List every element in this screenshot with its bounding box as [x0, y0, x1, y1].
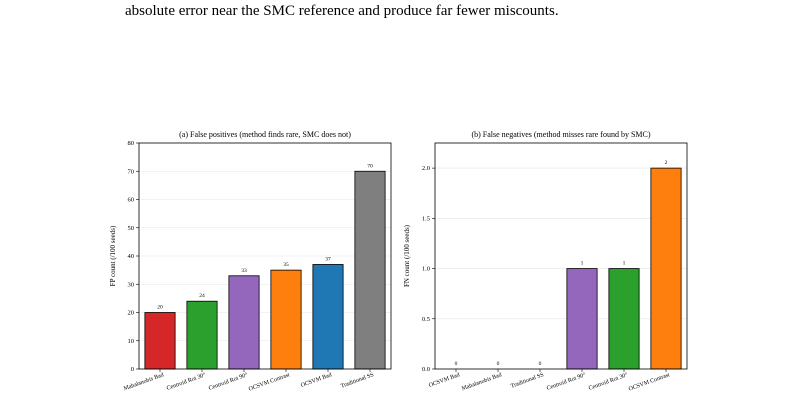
x-tick-label: OCSVM Contrast — [248, 372, 291, 393]
bar — [566, 268, 598, 370]
bar-value-label: 20 — [157, 305, 163, 311]
y-tick-label: 1.5 — [422, 215, 430, 222]
x-tick-label: OCSVM Bad — [428, 372, 461, 389]
bar-value-label: 0 — [539, 361, 542, 367]
bar-value-label: 0 — [497, 361, 500, 367]
y-tick-label: 30 — [128, 281, 135, 288]
x-tick-label: Centroid Rot 30° — [588, 371, 630, 392]
y-tick-label: 1.0 — [422, 266, 430, 273]
plot-frame — [434, 142, 688, 370]
y-tick-label: 0 — [131, 366, 134, 373]
figure-caption: absolute error near the SMC reference an… — [125, 3, 559, 19]
y-axis-label: FP count (/100 seeds) — [109, 225, 117, 286]
chart-false-positives: (a) False positives (method finds rare, … — [109, 130, 392, 393]
bar-value-label: 0 — [455, 361, 458, 367]
bar-value-label: 37 — [325, 256, 331, 262]
x-tick-label: Traditional SS — [510, 372, 545, 389]
y-tick-label: 2.0 — [422, 165, 430, 172]
chart-false-negatives: (b) False negatives (method misses rare … — [403, 130, 688, 393]
bar — [144, 312, 176, 370]
bar — [186, 300, 218, 370]
x-tick-label: Centroid Rot 90° — [546, 371, 588, 392]
y-tick-label: 10 — [128, 338, 135, 345]
x-tick-label: Mahalanobis Bad — [123, 372, 165, 392]
chart-title: (a) False positives (method finds rare, … — [179, 130, 351, 139]
y-tick-label: 80 — [128, 140, 135, 147]
gridlines — [139, 142, 391, 370]
bar — [354, 170, 386, 370]
bar-value-label: 1 — [581, 261, 584, 267]
x-tick-label: Centroid Rot 90° — [208, 371, 250, 392]
bar — [608, 268, 640, 370]
bar — [270, 269, 302, 370]
bar-value-label: 33 — [241, 268, 247, 274]
y-tick-label: 50 — [128, 225, 135, 232]
bar-value-label: 24 — [199, 293, 205, 299]
y-tick-label: 0.0 — [422, 366, 430, 373]
bar-value-label: 70 — [367, 163, 373, 169]
chart-title: (b) False negatives (method misses rare … — [471, 130, 650, 139]
y-tick-label: 60 — [128, 197, 135, 204]
bar-value-label: 2 — [665, 160, 668, 166]
y-tick-label: 20 — [128, 310, 135, 317]
bar — [312, 264, 344, 370]
y-tick-label: 40 — [128, 253, 135, 260]
x-tick-label: OCSVM Bad — [300, 372, 333, 389]
y-tick-label: 70 — [128, 168, 135, 175]
gridlines — [435, 167, 687, 370]
bar-value-label: 35 — [283, 262, 289, 268]
y-tick-label: 0.5 — [422, 316, 430, 323]
x-tick-label: OCSVM Contrast — [628, 372, 671, 393]
bar-value-label: 1 — [623, 261, 626, 267]
bar — [228, 275, 260, 370]
bar — [650, 167, 682, 370]
x-tick-label: Mahalanobis Bad — [461, 372, 503, 392]
x-tick-label: Centroid Rot 30° — [166, 371, 208, 392]
y-axis-label: FN count (/100 seeds) — [403, 224, 411, 287]
x-tick-label: Traditional SS — [340, 372, 375, 389]
